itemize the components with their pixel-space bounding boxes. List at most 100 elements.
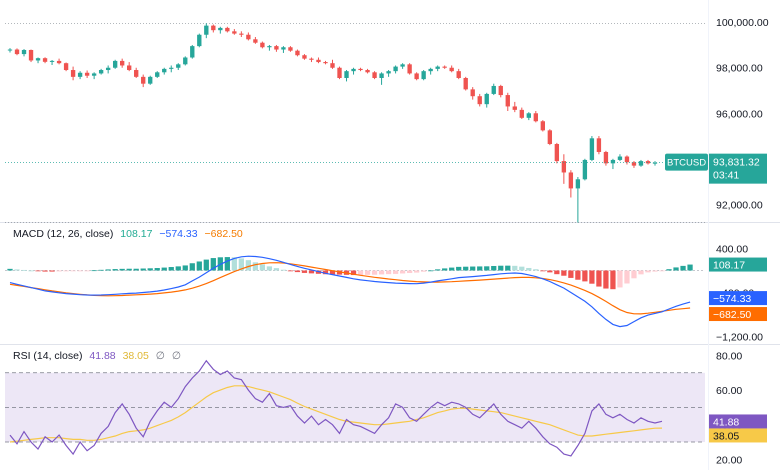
rsi-pane[interactable] bbox=[5, 359, 705, 457]
candle-body[interactable] bbox=[21, 49, 27, 55]
candle-body[interactable] bbox=[456, 71, 461, 78]
candle-body[interactable] bbox=[148, 76, 153, 84]
candle-body[interactable] bbox=[540, 121, 545, 131]
candle-body[interactable] bbox=[218, 27, 223, 31]
candle-body[interactable] bbox=[253, 39, 258, 43]
candle-body[interactable] bbox=[63, 63, 69, 71]
candle-body[interactable] bbox=[435, 66, 440, 69]
candle-body[interactable] bbox=[84, 72, 90, 76]
candle-body[interactable] bbox=[70, 70, 76, 77]
candle-body[interactable] bbox=[105, 67, 111, 71]
candle-body[interactable] bbox=[463, 77, 468, 90]
candle-body[interactable] bbox=[379, 73, 384, 78]
candle-body[interactable] bbox=[295, 50, 300, 56]
candle-body[interactable] bbox=[323, 62, 328, 64]
candle-body[interactable] bbox=[316, 59, 321, 63]
candle-body[interactable] bbox=[204, 25, 209, 35]
candle-body[interactable] bbox=[134, 70, 139, 77]
candle-body[interactable] bbox=[617, 156, 623, 160]
candle-body[interactable] bbox=[365, 70, 370, 73]
candle-body[interactable] bbox=[407, 64, 412, 74]
candle-body[interactable] bbox=[512, 106, 517, 110]
candle-body[interactable] bbox=[575, 179, 581, 189]
candle-body[interactable] bbox=[281, 47, 286, 50]
price-pane[interactable] bbox=[5, 22, 705, 223]
candle-body[interactable] bbox=[42, 58, 48, 62]
candle-body[interactable] bbox=[533, 113, 538, 122]
candle-body[interactable] bbox=[239, 33, 244, 35]
candle-body[interactable] bbox=[568, 172, 574, 189]
candle-body[interactable] bbox=[141, 76, 146, 84]
candle-body[interactable] bbox=[554, 144, 560, 162]
candle-body[interactable] bbox=[624, 156, 630, 163]
candle-body[interactable] bbox=[91, 73, 97, 76]
candle-body[interactable] bbox=[477, 96, 482, 105]
candle-body[interactable] bbox=[98, 70, 104, 74]
macd-signal-value: −682.50 bbox=[204, 228, 243, 240]
candle-body[interactable] bbox=[274, 46, 279, 50]
candle-body[interactable] bbox=[519, 109, 524, 118]
candle-body[interactable] bbox=[561, 161, 567, 173]
candle-body[interactable] bbox=[526, 113, 531, 118]
candle-body[interactable] bbox=[260, 42, 265, 48]
candle-body[interactable] bbox=[120, 60, 125, 66]
candle-body[interactable] bbox=[652, 162, 658, 164]
candle-body[interactable] bbox=[77, 72, 83, 77]
macd-pane[interactable] bbox=[5, 255, 705, 328]
candle-body[interactable] bbox=[393, 66, 398, 72]
candle-body[interactable] bbox=[49, 60, 55, 62]
candle-body[interactable] bbox=[386, 71, 391, 74]
candle-body[interactable] bbox=[547, 130, 553, 145]
candle-body[interactable] bbox=[183, 57, 188, 65]
candle-body[interactable] bbox=[330, 63, 335, 68]
candle-body[interactable] bbox=[631, 162, 637, 166]
candle-body[interactable] bbox=[484, 93, 489, 105]
candle-body[interactable] bbox=[358, 68, 363, 71]
candle-body[interactable] bbox=[190, 46, 195, 58]
candle-body[interactable] bbox=[589, 138, 595, 160]
candle-body[interactable] bbox=[14, 49, 20, 55]
candle-body[interactable] bbox=[197, 34, 202, 47]
candle-body[interactable] bbox=[610, 159, 616, 164]
candle-body[interactable] bbox=[232, 31, 237, 34]
candle-body[interactable] bbox=[638, 161, 644, 166]
candle-body[interactable] bbox=[442, 66, 447, 68]
candle-body[interactable] bbox=[337, 67, 342, 78]
candle-body[interactable] bbox=[505, 95, 510, 107]
candle-body[interactable] bbox=[470, 89, 475, 97]
candle-body[interactable] bbox=[596, 138, 602, 152]
price-axis[interactable]: 100,000.0098,000.0096,000.0094,000.0092,… bbox=[716, 17, 769, 466]
candle-body[interactable] bbox=[246, 34, 251, 40]
candle-body[interactable] bbox=[414, 73, 419, 80]
candle-body[interactable] bbox=[169, 67, 174, 69]
candle-body[interactable] bbox=[603, 151, 609, 164]
candle-body[interactable] bbox=[155, 72, 160, 77]
candle-body[interactable] bbox=[491, 85, 496, 94]
candle-body[interactable] bbox=[645, 161, 651, 164]
candle-body[interactable] bbox=[112, 60, 118, 68]
candle-body[interactable] bbox=[127, 65, 132, 71]
candle-body[interactable] bbox=[498, 85, 503, 96]
candle-body[interactable] bbox=[400, 64, 405, 67]
candle-body[interactable] bbox=[211, 25, 216, 31]
candle-body[interactable] bbox=[176, 64, 181, 68]
candle-body[interactable] bbox=[428, 68, 433, 72]
candle-body[interactable] bbox=[351, 68, 356, 72]
candle-body[interactable] bbox=[267, 46, 272, 48]
candle-body[interactable] bbox=[7, 49, 13, 51]
candle-body[interactable] bbox=[28, 49, 34, 61]
candle-body[interactable] bbox=[449, 67, 454, 72]
candle-body[interactable] bbox=[56, 60, 62, 64]
candle-body[interactable] bbox=[162, 68, 167, 73]
candle-body[interactable] bbox=[225, 27, 230, 32]
candle-body[interactable] bbox=[582, 159, 588, 180]
candle-body[interactable] bbox=[35, 58, 41, 61]
candle-body[interactable] bbox=[421, 71, 426, 80]
candle-body[interactable] bbox=[288, 47, 293, 51]
macd-histogram-bar bbox=[385, 270, 392, 275]
candle-body[interactable] bbox=[309, 58, 314, 60]
candle-body[interactable] bbox=[372, 72, 377, 78]
candle-body[interactable] bbox=[302, 55, 307, 59]
candle-body[interactable] bbox=[344, 71, 349, 78]
